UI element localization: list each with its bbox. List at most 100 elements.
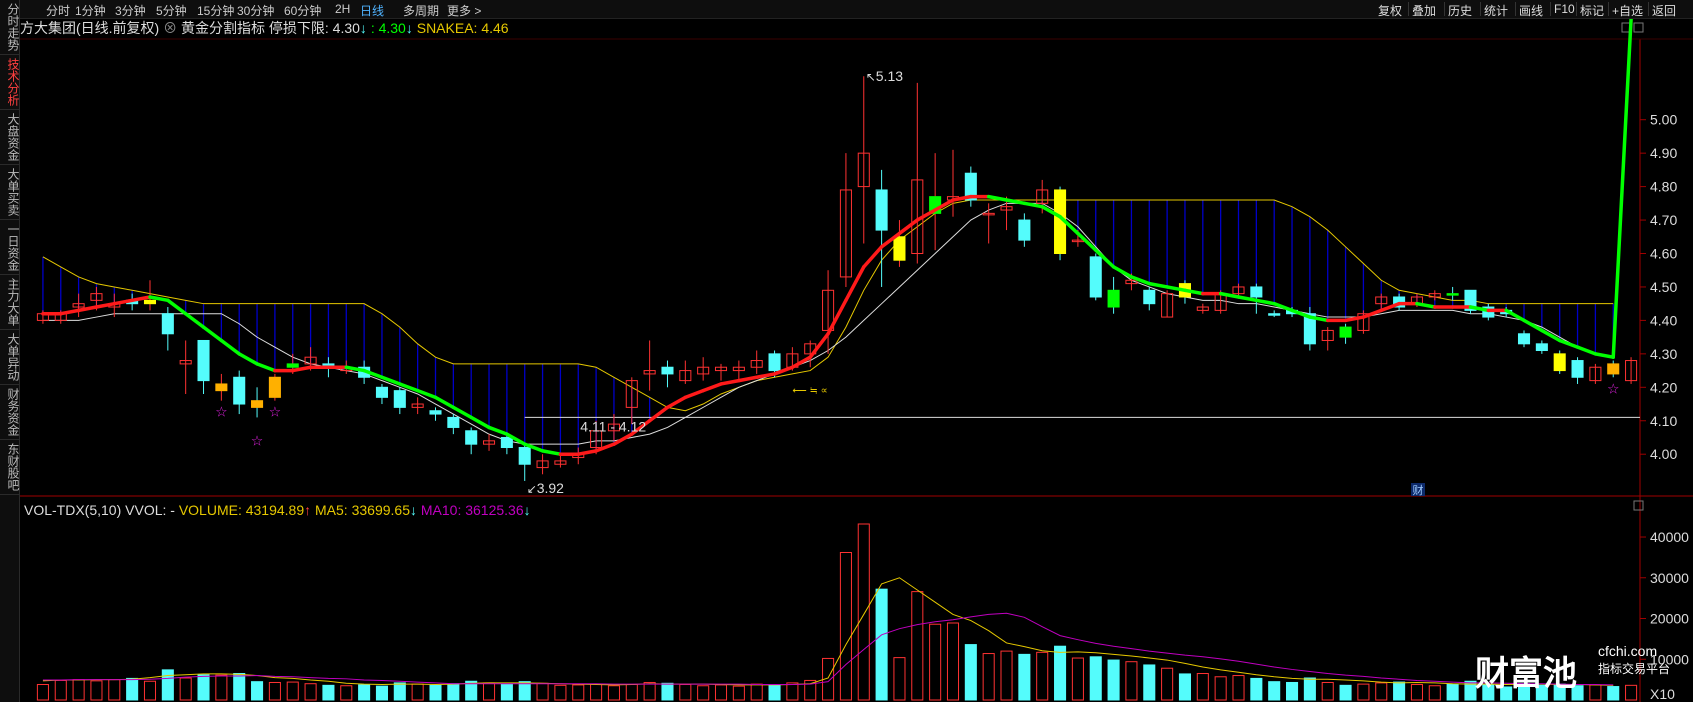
- candle-body: [1018, 219, 1031, 241]
- period-tab-0[interactable]: 分时: [46, 4, 71, 18]
- snake-segment: [540, 449, 563, 456]
- candle-body: [536, 460, 549, 469]
- volume-bar: [54, 679, 67, 701]
- volume-bar: [1143, 664, 1156, 701]
- sidebar-item-8[interactable]: 东财股吧: [0, 440, 20, 495]
- period-tab-2[interactable]: 3分钟: [115, 4, 146, 18]
- snake-segment: [1468, 305, 1491, 313]
- snake-segment: [237, 352, 259, 366]
- period-tab-4[interactable]: 15分钟: [197, 4, 235, 18]
- snake-segment: [612, 432, 634, 446]
- volume-bar: [36, 684, 49, 701]
- volume-bar: [108, 679, 121, 701]
- sidebar-item-5[interactable]: 主力大单: [0, 275, 20, 330]
- candle-body: [1339, 326, 1352, 338]
- period-tab-6[interactable]: 60分钟: [284, 4, 322, 18]
- period-tab-3[interactable]: 5分钟: [156, 4, 187, 18]
- price-tick-label: 4.00: [1650, 446, 1677, 462]
- candle-body: [625, 380, 638, 408]
- sidebar-item-0[interactable]: 分时走势: [0, 0, 20, 55]
- toolbar-button-7[interactable]: +自选: [1612, 4, 1644, 18]
- volume-bar: [1268, 681, 1281, 701]
- volume-bar: [768, 684, 781, 701]
- drawing-marker: ⟵ ≒ ∝: [792, 385, 827, 396]
- snake-segment: [433, 395, 456, 410]
- volume-bar: [518, 681, 531, 701]
- toolbar-separator: [1576, 2, 1577, 16]
- volume-header-part-2: ↑: [304, 502, 315, 518]
- high-arrow: ↖: [866, 70, 876, 84]
- price-tick-label: 4.70: [1650, 212, 1677, 228]
- sidebar-item-2[interactable]: 大盘资金: [0, 110, 20, 165]
- period-tab-8[interactable]: 日线: [360, 4, 385, 18]
- volume-header-part-6: ↓: [524, 502, 531, 518]
- sidebar-item-6[interactable]: 大单异动: [0, 330, 20, 385]
- candle-body: [643, 370, 656, 375]
- toolbar-button-0[interactable]: 复权: [1378, 4, 1403, 18]
- toolbar-button-3[interactable]: 统计: [1484, 4, 1509, 18]
- candle-body: [215, 383, 228, 392]
- volume-bar: [251, 681, 264, 701]
- volume-bar: [1535, 684, 1548, 701]
- period-tab-1[interactable]: 1分钟: [75, 4, 106, 18]
- toolbar-button-4[interactable]: 画线: [1519, 4, 1544, 18]
- price-tick-label: 4.90: [1650, 145, 1677, 161]
- period-tab-9[interactable]: 多周期: [403, 4, 440, 18]
- toolbar-button-6[interactable]: 标记: [1580, 4, 1605, 18]
- volume-bar: [1214, 676, 1227, 701]
- volume-bar: [483, 682, 496, 701]
- snake-segment: [76, 305, 99, 313]
- candle-body: [286, 363, 299, 368]
- toolbar-button-5[interactable]: F10: [1554, 2, 1575, 16]
- volume-bar: [161, 669, 174, 701]
- header-part-4: ↓: [360, 20, 371, 36]
- snake-segment: [505, 432, 527, 446]
- header-part-2: 黄金分割指标: [181, 20, 269, 36]
- snake-segment: [415, 388, 438, 400]
- header-part-5: : 4.30: [371, 20, 406, 36]
- candle-body: [1036, 189, 1049, 204]
- snake-segment: [1540, 328, 1562, 343]
- sidebar-item-4[interactable]: 一日资金: [0, 220, 20, 275]
- volume-bar: [625, 684, 638, 701]
- period-tab-5[interactable]: 30分钟: [237, 4, 275, 18]
- candle-body: [465, 430, 478, 445]
- candle-body: [1089, 256, 1102, 298]
- fib-upper-line: [42, 199, 1614, 412]
- volume-bar: [554, 684, 567, 701]
- sidebar-item-1[interactable]: 技术分析: [0, 55, 20, 110]
- snake-segment: [576, 449, 598, 456]
- candle-body: [1571, 360, 1584, 378]
- toolbar-button-2[interactable]: 历史: [1448, 4, 1473, 18]
- sidebar-item-7[interactable]: 财务资金: [0, 385, 20, 440]
- snake-segment: [1218, 291, 1241, 299]
- volume-pane-button[interactable]: [1633, 500, 1644, 511]
- volume-bar: [590, 683, 603, 701]
- volume-bar: [804, 679, 817, 701]
- candle-body: [1517, 333, 1531, 345]
- snake-segment: [380, 375, 402, 386]
- candle-body: [179, 360, 192, 365]
- candle-body: [393, 390, 406, 408]
- snake-segment: [683, 388, 705, 400]
- maximize-pane-button[interactable]: [1633, 22, 1644, 33]
- toolbar-button-1[interactable]: 叠加: [1412, 4, 1437, 18]
- period-tab-7[interactable]: 2H: [335, 2, 351, 16]
- volume-bar: [607, 685, 620, 701]
- volume-bar: [1161, 667, 1174, 701]
- volume-bar: [1036, 651, 1049, 701]
- period-tab-10[interactable]: 更多 >: [447, 4, 482, 18]
- toolbar-button-8[interactable]: 返回: [1652, 4, 1677, 18]
- toolbar-separator: [1515, 2, 1516, 16]
- range-label: 4.11 - 4.12: [580, 418, 646, 434]
- candle-body: [1196, 306, 1209, 311]
- header-part-7: SNAKEA: 4.46: [417, 20, 509, 36]
- candle-body: [607, 423, 620, 432]
- toolbar-separator: [1608, 2, 1609, 16]
- volume-bar: [1625, 684, 1638, 701]
- snake-segment: [951, 194, 973, 202]
- volume-bar: [447, 683, 460, 701]
- volume-bar: [1464, 680, 1477, 701]
- sidebar-item-3[interactable]: 大单买卖: [0, 165, 20, 220]
- candle-body: [1589, 366, 1602, 382]
